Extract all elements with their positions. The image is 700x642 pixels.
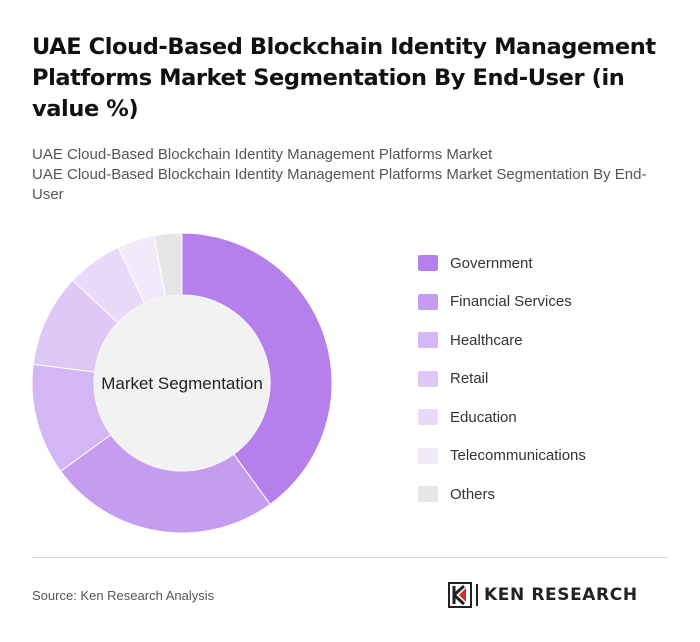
donut-slices — [31, 232, 333, 534]
legend-item-others: Others — [418, 483, 678, 505]
legend-label-healthcare: Healthcare — [450, 331, 523, 349]
legend-label-retail: Retail — [450, 370, 489, 387]
legend-swatch-financial-services — [418, 293, 438, 310]
legend-item-education: Education — [418, 406, 678, 428]
ken-research-logo: KEN RESEARCH — [448, 582, 638, 608]
legend-label-others: Others — [450, 485, 496, 503]
legend-swatch-retail — [418, 370, 438, 387]
legend-label-telecommunications: Telecommunications — [450, 447, 586, 464]
source-note: Source: Ken Research Analysis — [32, 588, 215, 603]
legend-swatch-education — [418, 409, 438, 425]
legend-swatch-government — [418, 255, 438, 271]
legend-label-education: Education — [450, 408, 517, 426]
chart-subtitle: UAE Cloud-Based Blockchain Identity Mana… — [32, 145, 668, 205]
logo-separator — [476, 584, 478, 606]
chart-title: UAE Cloud-Based Blockchain Identity Mana… — [32, 34, 656, 122]
legend-item-healthcare: Healthcare — [418, 329, 678, 351]
legend-label-financial-services: Financial Services — [450, 293, 572, 310]
subtitle-line-1: UAE Cloud-Based Blockchain Identity Mana… — [32, 146, 493, 163]
footer-divider — [32, 557, 668, 558]
legend-label-government: Government — [450, 254, 533, 272]
legend-item-telecommunications: Telecommunications — [418, 445, 678, 467]
donut-center-label: Market Segmentation — [101, 374, 263, 393]
legend-swatch-telecommunications — [418, 447, 438, 464]
donut-chart: Market Segmentation — [31, 232, 333, 534]
legend-swatch-healthcare — [418, 332, 438, 348]
logo-text: KEN RESEARCH — [484, 585, 638, 605]
ken-research-logo-icon — [448, 582, 472, 608]
legend-item-retail: Retail — [418, 368, 678, 390]
legend-item-financial-services: Financial Services — [418, 291, 678, 313]
legend-swatch-others — [418, 486, 438, 502]
subtitle-line-2: UAE Cloud-Based Blockchain Identity Mana… — [32, 166, 647, 203]
legend-item-government: Government — [418, 252, 678, 274]
donut-center — [94, 295, 270, 471]
